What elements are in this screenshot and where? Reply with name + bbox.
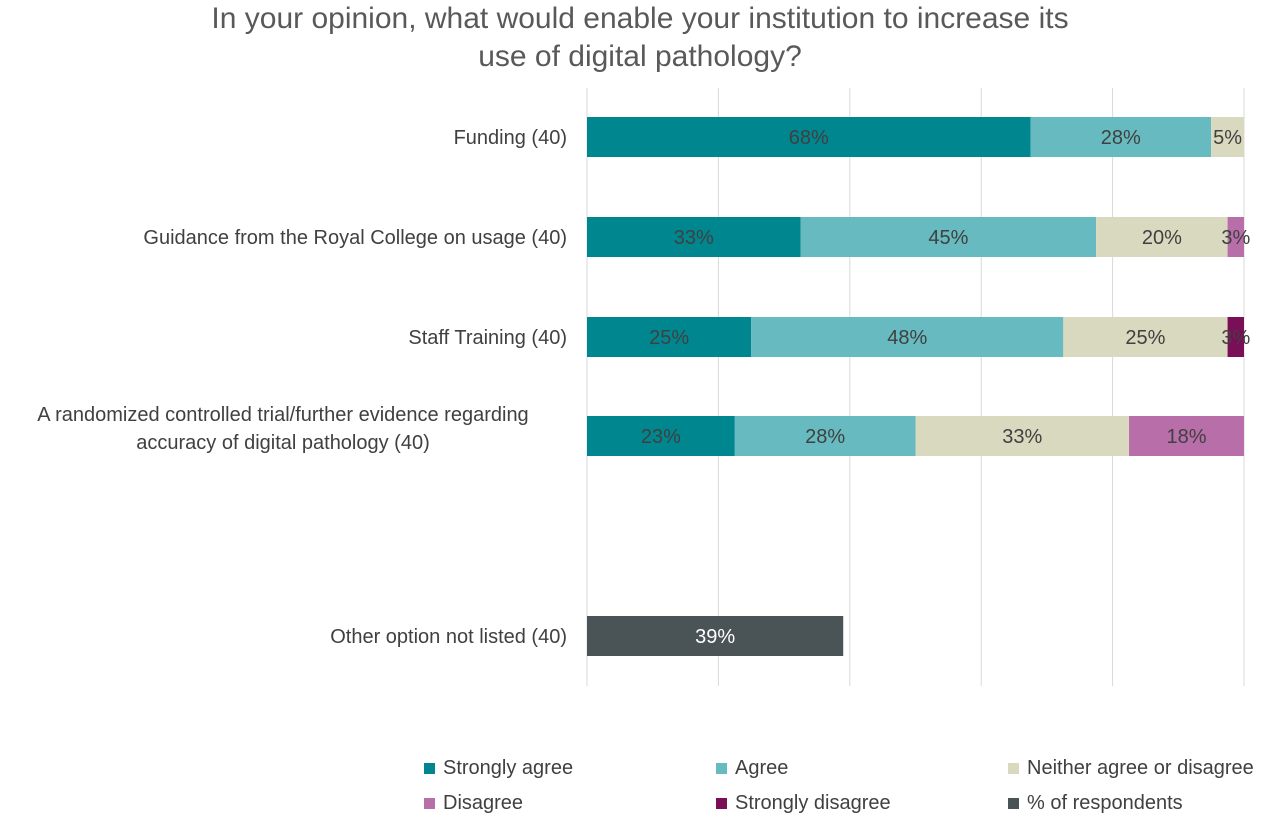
- data-label-2-2: 25%: [1125, 327, 1165, 349]
- bar-segment-2-2: [1063, 317, 1228, 357]
- chart-title-line-2: use of digital pathology?: [478, 40, 802, 73]
- chart-title: In your opinion, what would enable your …: [0, 0, 1280, 76]
- bar-segment-2-0: [587, 317, 752, 357]
- bar-segment-1-0: [587, 217, 801, 257]
- data-label-1-2: 20%: [1142, 227, 1182, 249]
- category-labels: Funding (40) Guidance from the Royal Coll…: [37, 127, 567, 648]
- bar-segment-0-1: [1030, 117, 1212, 157]
- category-label-0: Funding (40): [454, 127, 567, 149]
- category-label-5-line-0: Other option not listed (40): [330, 626, 567, 648]
- data-label-5-5: 39%: [695, 626, 735, 648]
- chart-title-line-1: In your opinion, what would enable your …: [211, 2, 1069, 35]
- bar-segment-5-5: [587, 616, 844, 656]
- bar-segment-1-1: [800, 217, 1097, 257]
- data-label-0-1: 28%: [1101, 127, 1141, 149]
- category-label-1-line-0: Guidance from the Royal College on usage…: [143, 227, 567, 249]
- data-label-3-0: 23%: [641, 426, 681, 448]
- category-label-3-line-0: A randomized controlled trial/further ev…: [37, 404, 528, 426]
- bar-segment-1-3: [1227, 217, 1244, 257]
- gridlines: [586, 88, 1245, 686]
- bar-segment-1-2: [1096, 217, 1228, 257]
- category-label-5: Other option not listed (40): [330, 626, 567, 648]
- bar-segment-3-3: [1129, 416, 1244, 456]
- bars: 68% 28% 5% 33% 45% 20% 3% 25% 48% 25% 3% 23% 28% 33% 1…: [587, 117, 1250, 656]
- data-label-2-0: 25%: [649, 327, 689, 349]
- data-label-2-4: 3%: [1221, 327, 1250, 349]
- data-label-3-1: 28%: [805, 426, 845, 448]
- data-label-1-0: 33%: [674, 227, 714, 249]
- bar-segment-3-2: [915, 416, 1130, 456]
- bar-segment-2-4: [1227, 317, 1244, 357]
- data-label-3-3: 18%: [1166, 426, 1206, 448]
- bar-segment-0-2: [1211, 117, 1244, 157]
- bar-segment-3-0: [587, 416, 735, 456]
- category-label-0-line-0: Funding (40): [454, 127, 567, 149]
- category-label-3-line-1: accuracy of digital pathology (40): [136, 432, 430, 454]
- data-label-2-1: 48%: [887, 327, 927, 349]
- data-label-0-0: 68%: [789, 127, 829, 149]
- category-label-2-line-0: Staff Training (40): [408, 327, 567, 349]
- data-label-3-2: 33%: [1002, 426, 1042, 448]
- bar-segment-2-1: [751, 317, 1064, 357]
- bar-segment-0-0: [587, 117, 1031, 157]
- data-label-1-1: 45%: [928, 227, 968, 249]
- data-label-0-2: 5%: [1213, 127, 1242, 149]
- bar-segment-3-1: [734, 416, 916, 456]
- category-label-3: A randomized controlled trial/further ev…: [37, 404, 528, 454]
- category-label-2: Staff Training (40): [408, 327, 567, 349]
- data-label-1-3: 3%: [1221, 227, 1250, 249]
- category-label-1: Guidance from the Royal College on usage…: [143, 227, 567, 249]
